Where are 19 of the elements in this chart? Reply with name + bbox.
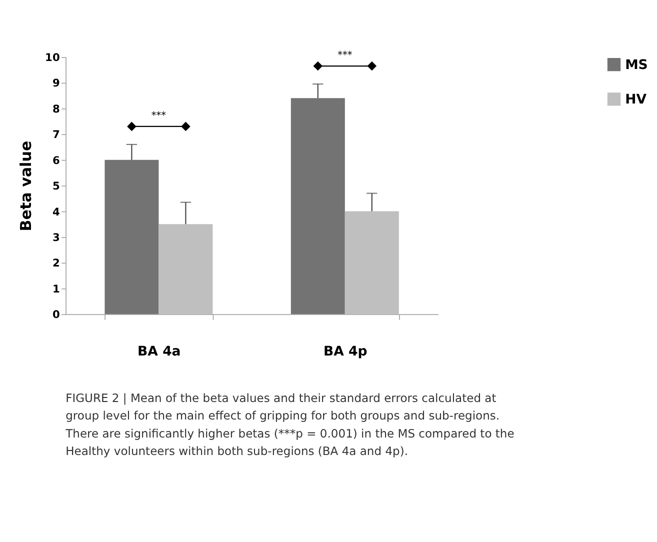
caption: FIGURE 2 | Mean of the beta values and their standard errors calculated at group level for the main effect of gripping for both groups and sub-regions. There are significantly higher betas (***p = 0.001) in the MS compared to the Healthy volunteers within both sub-regions (BA 4a and 4p). — [64, 390, 514, 458]
y-tick-label: 9 — [52, 76, 60, 90]
legend-label: HV — [625, 92, 648, 108]
annotation: *** — [151, 110, 166, 122]
y-tick-label: 10 — [45, 51, 60, 64]
y-tick-label: 1 — [52, 282, 60, 296]
y-tick-label: 2 — [52, 256, 60, 270]
y-tick-label: 5 — [52, 180, 60, 193]
y-tick-label: 6 — [52, 154, 60, 167]
legend-label: MS — [625, 58, 648, 73]
x-tick-label: BA 4a — [138, 344, 181, 360]
y-tick-label: 4 — [52, 205, 60, 218]
y-tick-label: 3 — [52, 231, 60, 244]
y-tick-label: 8 — [52, 102, 60, 116]
y-axis-title: Beta value — [16, 140, 35, 232]
x-tick-label: BA 4p — [323, 344, 368, 360]
y-tick-label: 0 — [52, 308, 60, 322]
y-tick-label: 7 — [52, 128, 60, 142]
annotation: *** — [338, 50, 352, 62]
